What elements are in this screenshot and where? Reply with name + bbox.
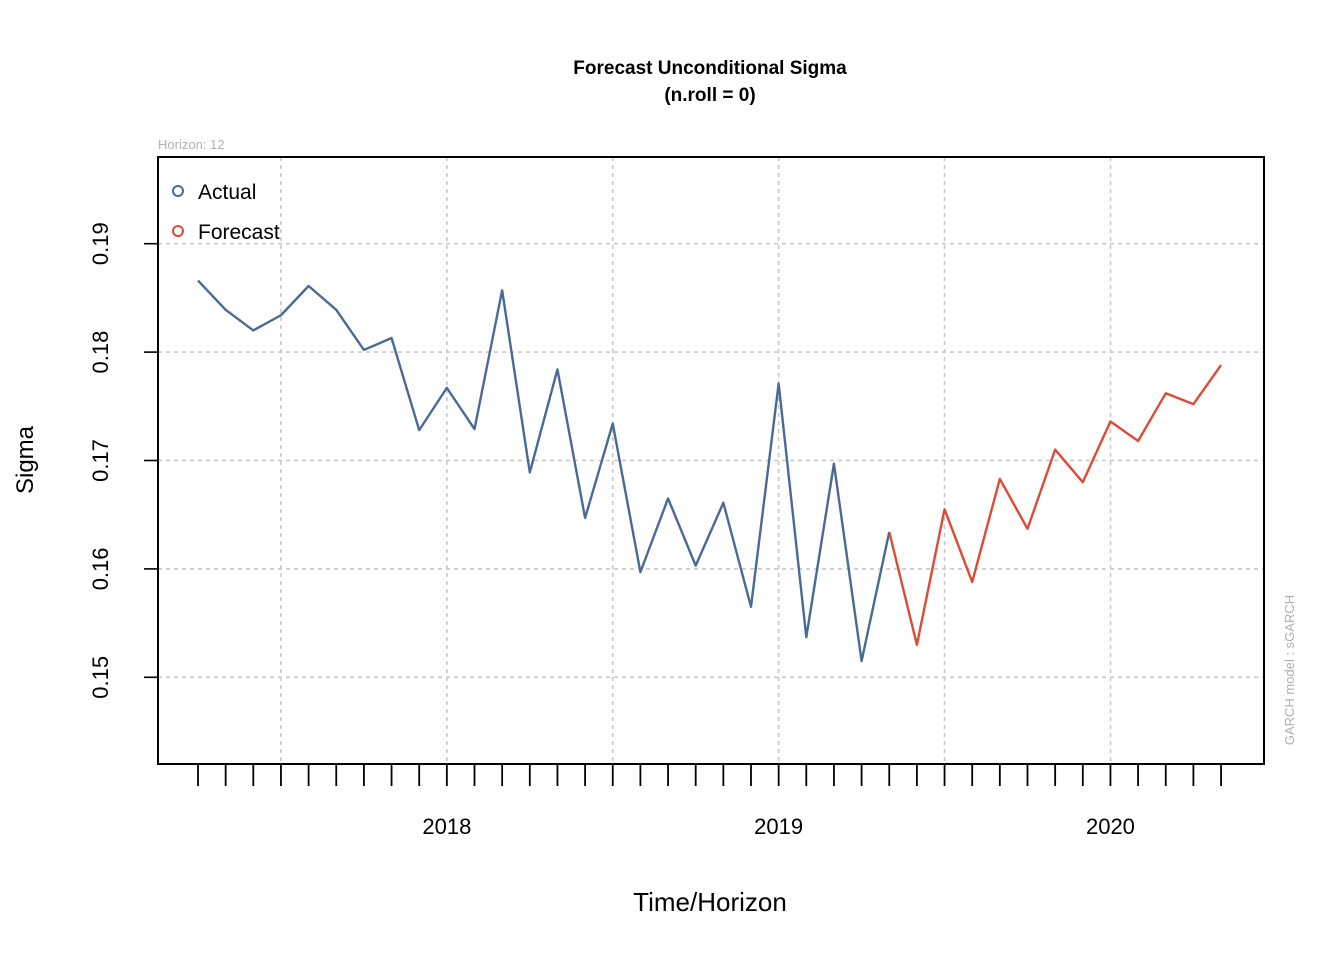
y-tick-label: 0.15 bbox=[88, 656, 113, 699]
x-year-label: 2018 bbox=[422, 814, 471, 839]
x-axis-title: Time/Horizon bbox=[633, 887, 787, 917]
grid-lines bbox=[158, 157, 1264, 764]
y-tick-label: 0.16 bbox=[88, 547, 113, 590]
x-year-label: 2019 bbox=[754, 814, 803, 839]
chart-title: Forecast Unconditional Sigma bbox=[573, 58, 847, 79]
y-tick-label: 0.18 bbox=[88, 331, 113, 374]
legend-marker-forecast bbox=[172, 225, 184, 237]
legend-label-forecast: Forecast bbox=[198, 221, 280, 244]
horizon-note: Horizon: 12 bbox=[158, 137, 224, 152]
y-axis: 0.15 0.16 0.17 0.18 0.19 bbox=[88, 222, 158, 699]
chart-subtitle: (n.roll = 0) bbox=[664, 85, 755, 106]
legend: Actual Forecast bbox=[172, 181, 280, 244]
y-tick-label: 0.17 bbox=[88, 439, 113, 482]
series-lines bbox=[197, 279, 1223, 663]
x-year-label: 2020 bbox=[1086, 814, 1135, 839]
y-tick-label: 0.19 bbox=[88, 222, 113, 265]
legend-label-actual: Actual bbox=[198, 181, 256, 204]
model-note: GARCH model : sGARCH bbox=[1282, 595, 1297, 745]
series-line-actual bbox=[197, 279, 891, 663]
series-line-forecast bbox=[888, 364, 1223, 646]
y-axis-title: Sigma bbox=[12, 425, 39, 494]
x-axis: 2018 2019 2020 bbox=[197, 764, 1222, 839]
legend-marker-actual bbox=[172, 185, 184, 197]
